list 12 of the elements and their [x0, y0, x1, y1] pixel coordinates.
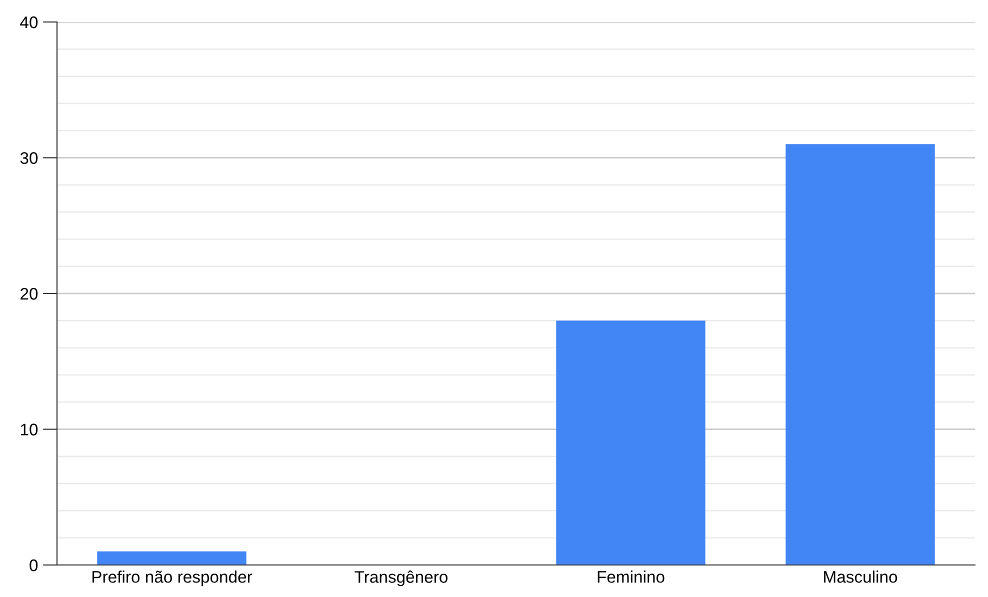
y-tick-label: 30 [20, 152, 38, 164]
y-tick-label: 40 [20, 16, 38, 28]
x-tick-label: Masculino [824, 570, 898, 583]
bar [97, 551, 246, 565]
y-tick-label: 20 [20, 288, 38, 300]
x-tick-label: Prefiro não responder [92, 570, 252, 586]
x-tick-label: Feminino [598, 570, 664, 583]
y-tick-label: 10 [20, 424, 38, 436]
y-tick-label: 0 [30, 559, 38, 572]
bar [556, 320, 706, 565]
bar [786, 144, 935, 565]
x-tick-label: Transgênero [354, 570, 448, 586]
